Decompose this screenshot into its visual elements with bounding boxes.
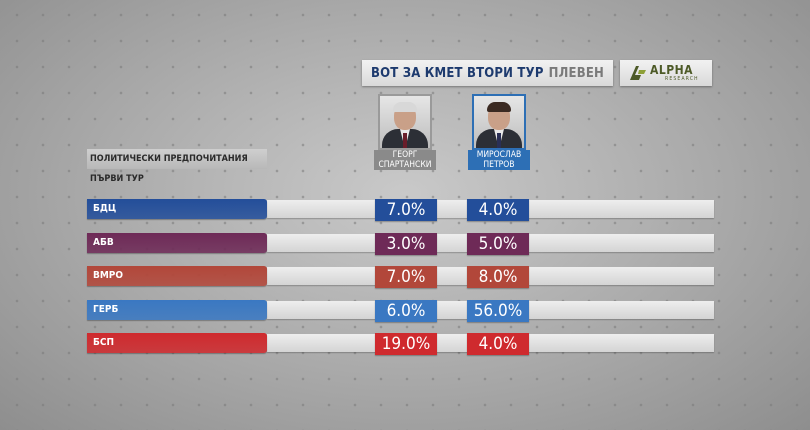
party-label: ВМРО — [87, 266, 267, 286]
value-cell-candidate-1: 7.0% — [375, 266, 437, 288]
value-cell-candidate-2: 4.0% — [467, 333, 529, 355]
value-cell-candidate-1: 3.0% — [375, 233, 437, 255]
value-cell-candidate-1: 7.0% — [375, 199, 437, 221]
candidate-1-photo — [378, 94, 432, 150]
title-city: ПЛЕВЕН — [548, 65, 604, 81]
party-label: ГЕРБ — [87, 300, 267, 320]
party-label: БСП — [87, 333, 267, 353]
title-main: ВОТ ЗА КМЕТ ВТОРИ ТУР — [371, 65, 544, 81]
candidate-1-first-name: ГЕОРГ — [392, 150, 418, 160]
alpha-research-logo: ALPHA RESEARCH — [620, 60, 712, 86]
candidate-2-name: МИРОСЛАВ ПЕТРОВ — [468, 150, 530, 170]
candidate-1-last-name: СПАРТАНСКИ — [378, 160, 432, 170]
row-header-label: ПОЛИТИЧЕСКИ ПРЕДПОЧИТАНИЯ ПЪРВИ ТУР — [87, 149, 267, 184]
table-row: ВМРО 7.0% 8.0% — [87, 266, 714, 288]
candidate-2-last-name: ПЕТРОВ — [483, 160, 515, 170]
candidate-1-card: ГЕОРГ СПАРТАНСКИ — [374, 94, 436, 170]
table-row: ГЕРБ 6.0% 56.0% — [87, 300, 714, 322]
party-label: АБВ — [87, 233, 267, 253]
value-cell-candidate-2: 8.0% — [467, 266, 529, 288]
table-row: БДЦ 7.0% 4.0% — [87, 199, 714, 221]
table-row: БСП 19.0% 4.0% — [87, 333, 714, 355]
alpha-logo-icon — [630, 66, 646, 80]
logo-text: ALPHA — [650, 63, 694, 77]
candidate-2-card: МИРОСЛАВ ПЕТРОВ — [468, 94, 530, 170]
candidate-1-name: ГЕОРГ СПАРТАНСКИ — [374, 150, 436, 170]
value-cell-candidate-1: 6.0% — [375, 300, 437, 322]
candidate-2-photo — [472, 94, 526, 150]
value-cell-candidate-2: 4.0% — [467, 199, 529, 221]
party-label: БДЦ — [87, 199, 267, 219]
candidate-2-first-name: МИРОСЛАВ — [476, 150, 522, 160]
value-cell-candidate-2: 5.0% — [467, 233, 529, 255]
value-cell-candidate-1: 19.0% — [375, 333, 437, 355]
value-cell-candidate-2: 56.0% — [467, 300, 529, 322]
logo-subtext: RESEARCH — [665, 76, 699, 82]
chart-title: ВОТ ЗА КМЕТ ВТОРИ ТУР ПЛЕВЕН — [362, 60, 613, 86]
table-row: АБВ 3.0% 5.0% — [87, 233, 714, 255]
